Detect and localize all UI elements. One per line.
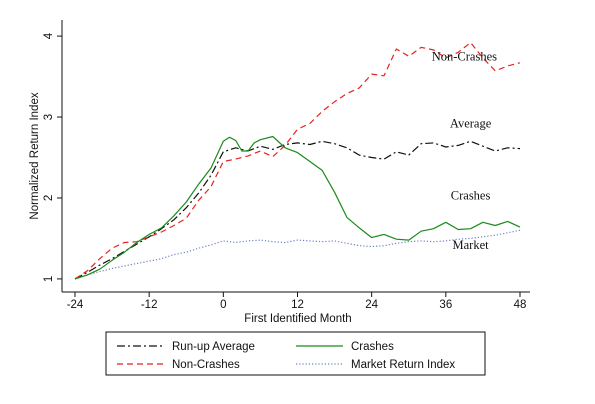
x-axis-title: First Identified Month [244,313,351,325]
annotation-market: Market [453,238,490,252]
annotation-crashes: Crashes [451,189,491,203]
y-tick-label: 3 [43,114,55,120]
legend-label-crashes: Crashes [351,341,394,353]
x-tick-label: -24 [67,299,84,311]
series-line-runup [74,140,521,280]
y-tick-label: 1 [43,276,55,282]
legend-label-runup: Run-up Average [172,341,255,353]
x-tick-label: 48 [514,299,527,311]
y-axis-title: Normalized Return Index [29,92,41,219]
annotation-runup: Average [450,117,492,131]
y-tick-label: 2 [43,195,55,201]
x-tick-label: 12 [291,299,304,311]
legend-label-nonCrashes: Non-Crashes [172,359,240,371]
x-tick-label: 24 [365,299,378,311]
annotation-nonCrashes: Non-Crashes [432,49,497,63]
x-tick-label: 36 [439,299,452,311]
series-line-crashes [74,135,521,280]
legend-box [105,331,486,376]
x-tick-label: 0 [220,299,226,311]
x-tick-label: -12 [141,299,158,311]
legend-label-market: Market Return Index [351,359,455,371]
series-line-market [74,229,521,280]
y-tick-label: 4 [43,32,55,39]
